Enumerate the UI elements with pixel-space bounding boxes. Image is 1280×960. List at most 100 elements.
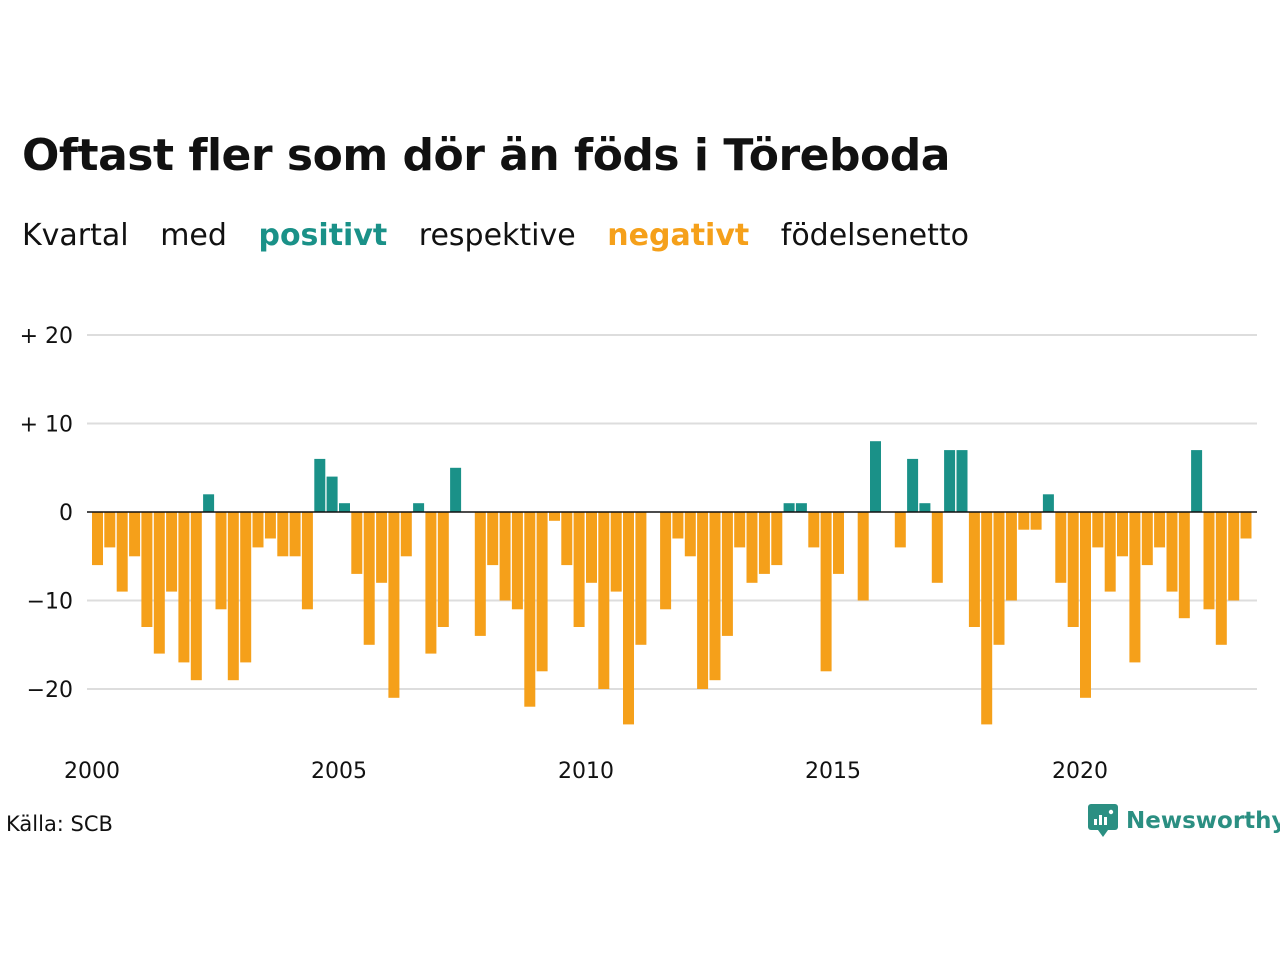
bar — [240, 512, 252, 663]
bar — [1203, 512, 1215, 610]
bar — [1030, 512, 1042, 530]
bar — [129, 512, 141, 557]
bar — [820, 512, 832, 672]
bar — [289, 512, 301, 557]
x-tick-label: 2015 — [805, 759, 861, 784]
x-tick-label: 2005 — [311, 759, 367, 784]
bar — [116, 512, 128, 592]
bar — [511, 512, 523, 610]
bar — [474, 512, 486, 636]
bar — [277, 512, 289, 557]
bar — [981, 512, 993, 725]
y-tick-label: −10 — [27, 590, 73, 615]
bar — [721, 512, 733, 636]
bar — [783, 503, 795, 512]
source-note: Källa: SCB — [6, 812, 113, 836]
bar — [1092, 512, 1104, 548]
bar — [635, 512, 647, 645]
bar — [166, 512, 178, 592]
bar — [264, 512, 276, 539]
bar — [573, 512, 585, 627]
bar — [190, 512, 202, 681]
x-tick-label: 2000 — [64, 759, 120, 784]
bar — [153, 512, 165, 654]
bar — [215, 512, 227, 610]
bar — [104, 512, 116, 548]
bar — [808, 512, 820, 548]
bar — [413, 503, 425, 512]
bar — [610, 512, 622, 592]
bar — [697, 512, 709, 689]
bar — [795, 503, 807, 512]
subtitle-word-fodelsenetto: födelsenetto — [780, 218, 969, 253]
bar — [1228, 512, 1240, 601]
subtitle-word-med: med — [160, 218, 227, 253]
bar — [549, 512, 560, 521]
bar — [1080, 512, 1091, 698]
bar — [1240, 512, 1252, 539]
subtitle-word-respektive: respektive — [418, 218, 576, 253]
bar — [561, 512, 573, 566]
bar-chart: + 20 + 10 0 −10 −20 2000 2005 2010 2015 2020 — [20, 324, 1257, 784]
brand-name: Newsworthy — [1126, 808, 1280, 834]
bar — [1166, 512, 1178, 592]
bar — [598, 512, 610, 689]
bar — [746, 512, 758, 583]
y-tick-label: + 10 — [20, 413, 73, 438]
bar — [425, 512, 437, 654]
bar — [314, 458, 326, 512]
bar — [487, 512, 499, 566]
bar — [1129, 512, 1141, 663]
bar — [956, 450, 968, 512]
bar — [833, 512, 844, 574]
bar — [931, 512, 943, 583]
bar — [586, 512, 597, 583]
bar — [1215, 512, 1227, 645]
subtitle-negative-label: negativt — [607, 218, 750, 253]
bar — [709, 512, 721, 681]
bar — [857, 512, 869, 601]
bar — [672, 512, 684, 539]
y-tick-label: −20 — [27, 678, 73, 703]
y-tick-label: 0 — [59, 501, 73, 526]
y-tick-label: + 20 — [20, 324, 73, 349]
bar — [758, 512, 770, 574]
bar — [339, 503, 350, 512]
bar — [1154, 512, 1166, 548]
bar — [1005, 512, 1017, 601]
bar — [178, 512, 190, 663]
bar — [944, 450, 956, 512]
bar — [536, 512, 548, 672]
bar — [1055, 512, 1067, 583]
bar — [376, 512, 388, 583]
bar — [437, 512, 449, 627]
bar — [1042, 494, 1054, 512]
bar — [252, 512, 264, 548]
bar — [993, 512, 1005, 645]
bar — [400, 512, 412, 557]
bar — [1141, 512, 1153, 566]
bar — [351, 512, 363, 574]
chart-title: Oftast fler som dör än föds i Töreboda — [22, 130, 950, 181]
bar — [734, 512, 746, 548]
bar — [1178, 512, 1190, 619]
newsworthy-logo-icon — [1088, 804, 1118, 837]
bar — [301, 512, 313, 610]
bar — [326, 476, 338, 512]
subtitle-word-kvartal: Kvartal — [22, 218, 129, 253]
chart-subtitle: Kvartal med positivt respektive negativt… — [22, 218, 991, 253]
bar — [388, 512, 400, 698]
bar — [450, 467, 462, 513]
bar — [141, 512, 153, 627]
bar — [227, 512, 239, 681]
bar — [1117, 512, 1128, 557]
bar — [870, 441, 881, 512]
bar — [1018, 512, 1030, 530]
bar — [1104, 512, 1116, 592]
bar — [1067, 512, 1079, 627]
bar — [524, 512, 536, 707]
bar — [684, 512, 696, 557]
subtitle-positive-label: positivt — [258, 218, 388, 253]
bar — [660, 512, 672, 610]
bar — [894, 512, 906, 548]
